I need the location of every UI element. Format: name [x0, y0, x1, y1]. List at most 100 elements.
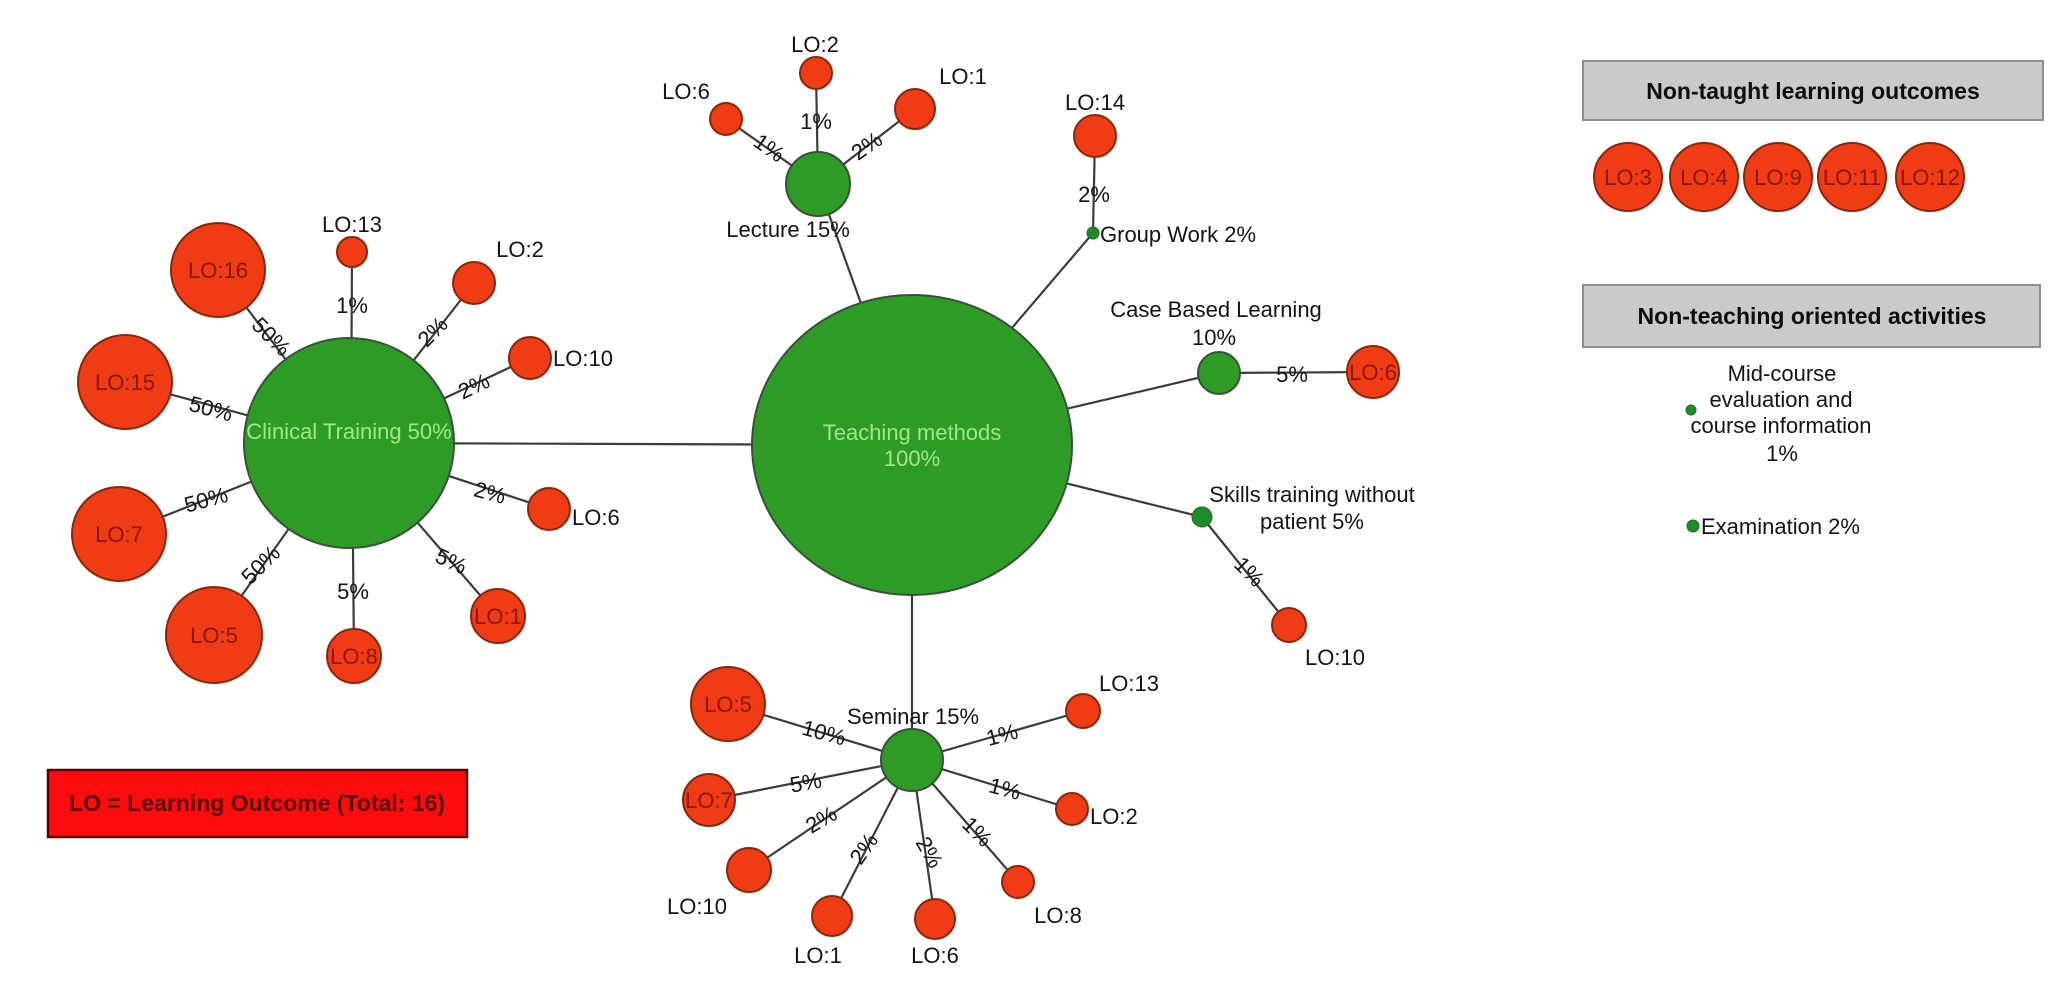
clinical-lo6-node — [527, 487, 571, 531]
clinical-lo7-node — [71, 486, 167, 582]
teaching-methods-node — [751, 294, 1073, 596]
lo-definition-label: LO = Learning Outcome (Total: 16) — [69, 790, 445, 816]
clinical-training-node — [243, 337, 455, 549]
non-taught-title: Non-taught learning outcomes — [1646, 78, 1980, 104]
seminar-lo13-label: LO:13 — [1099, 671, 1159, 696]
seminar-lo6-label: LO:6 — [911, 943, 959, 968]
mid-course-node — [1685, 404, 1697, 416]
clinical-lo15-node — [77, 334, 173, 430]
groupwork-lo14-node — [1073, 114, 1117, 158]
clinical-lo2-label: LO:2 — [496, 237, 544, 262]
lecture-node — [785, 151, 851, 217]
pct-casebased-lo6: 5% — [1276, 362, 1308, 387]
pct-clinical-lo1: 5% — [431, 543, 470, 579]
mid-course-label-line2: evaluation and — [1709, 387, 1852, 412]
seminar-label: Seminar 15% — [847, 704, 979, 729]
non-taught-lo3-label: LO:3 — [1604, 165, 1652, 190]
clinical-training-label: Clinical Training 50% — [246, 419, 451, 444]
pct-clinical-lo5: 50% — [236, 540, 285, 589]
lecture-lo6-label: LO:6 — [662, 79, 710, 104]
clinical-lo15-label: LO:15 — [95, 370, 155, 395]
seminar-lo6-node — [914, 898, 956, 940]
lo-definition-box — [46, 768, 469, 839]
groupwork-lo14-label: LO:14 — [1065, 90, 1125, 115]
seminar-lo2-label: LO:2 — [1090, 804, 1138, 829]
lecture-lo2-label: LO:2 — [791, 32, 839, 57]
pct-clinical-lo13: 1% — [336, 293, 368, 318]
non-taught-lo9-node — [1743, 142, 1813, 212]
non-taught-title-box — [1582, 60, 2044, 121]
seminar-lo8-label: LO:8 — [1034, 903, 1082, 928]
pct-lecture-lo2: 1% — [800, 109, 832, 134]
teaching-methods-label: Teaching methods — [823, 420, 1002, 445]
clinical-lo8-label: LO:8 — [330, 644, 378, 669]
non-taught-lo4-label: LO:4 — [1680, 165, 1728, 190]
clinical-lo7-label: LO:7 — [95, 522, 143, 547]
clinical-lo1-label: LO:1 — [474, 604, 522, 629]
pct-groupwork-lo14: 2% — [1078, 182, 1110, 207]
non-taught-lo11-label: LO:11 — [1823, 165, 1881, 190]
edge-skills-lo10 — [1201, 516, 1290, 626]
clinical-lo16-node — [170, 222, 266, 318]
clinical-lo2-node — [452, 261, 496, 305]
casebased-lo6-node — [1346, 345, 1400, 399]
clinical-lo5-label: LO:5 — [190, 623, 238, 648]
edge-seminar-lo7 — [708, 758, 913, 802]
pct-seminar-lo1: 2% — [844, 829, 883, 869]
pct-clinical-lo15: 50% — [186, 391, 235, 427]
clinical-lo10-node — [508, 336, 552, 380]
mid-course-label-line3: course information — [1691, 413, 1872, 438]
seminar-lo2-node — [1055, 792, 1089, 826]
pct-seminar-lo7: 5% — [788, 768, 824, 798]
group-work-node — [1086, 226, 1100, 240]
non-taught-lo3-node — [1593, 142, 1663, 212]
mid-course-label-line1: Mid-course — [1728, 361, 1837, 386]
lecture-lo1-node — [894, 88, 936, 130]
case-based-label: Case Based Learning — [1110, 297, 1322, 322]
lecture-lo6-node — [709, 102, 743, 136]
seminar-lo1-node — [811, 895, 853, 937]
mid-course-label-line4: 1% — [1766, 441, 1798, 466]
skills-lo10-node — [1271, 607, 1307, 643]
pct-clinical-lo6: 2% — [471, 477, 508, 509]
seminar-lo8-node — [1001, 865, 1035, 899]
clinical-lo5-node — [165, 586, 263, 684]
clinical-lo10-label: LO:10 — [553, 346, 613, 371]
clinical-lo6-label: LO:6 — [572, 505, 620, 530]
pct-lecture-lo1: 2% — [847, 126, 887, 165]
pct-seminar-lo2: 1% — [986, 773, 1023, 805]
case-based-pct: 10% — [1192, 325, 1236, 350]
non-teaching-title-box — [1582, 284, 2041, 348]
pct-clinical-lo10: 2% — [454, 368, 493, 404]
lecture-lo1-label: LO:1 — [939, 64, 987, 89]
clinical-lo1-node — [470, 588, 526, 644]
non-taught-lo4-node — [1669, 142, 1739, 212]
non-taught-lo12-node — [1895, 142, 1965, 212]
clinical-lo8-node — [326, 628, 382, 684]
pct-lecture-lo6: 1% — [749, 128, 789, 167]
examination-node — [1686, 519, 1700, 533]
teaching-methods-pct: 100% — [884, 446, 940, 471]
non-taught-lo11-node — [1817, 142, 1887, 212]
casebased-lo6-label: LO:6 — [1349, 360, 1397, 385]
seminar-node — [880, 728, 944, 792]
pct-seminar-lo13: 1% — [983, 719, 1020, 751]
lecture-lo2-node — [799, 56, 833, 90]
skills-label-line2: patient 5% — [1260, 509, 1364, 534]
skills-label-line1: Skills training without — [1209, 482, 1414, 507]
group-work-label: Group Work 2% — [1100, 222, 1256, 247]
pct-seminar-lo6: 2% — [911, 832, 949, 872]
skills-training-node — [1191, 506, 1213, 528]
examination-label: Examination 2% — [1701, 514, 1860, 539]
seminar-lo13-node — [1065, 693, 1101, 729]
case-based-learning-node — [1197, 351, 1241, 395]
pct-seminar-lo5: 10% — [799, 715, 848, 751]
seminar-lo7-label: LO:7 — [685, 788, 733, 813]
pct-clinical-lo8: 5% — [337, 579, 369, 604]
lecture-label: Lecture 15% — [726, 217, 850, 242]
seminar-lo10-node — [726, 847, 772, 893]
seminar-lo10-label: LO:10 — [667, 894, 727, 919]
non-taught-lo12-label: LO:12 — [1900, 165, 1960, 190]
